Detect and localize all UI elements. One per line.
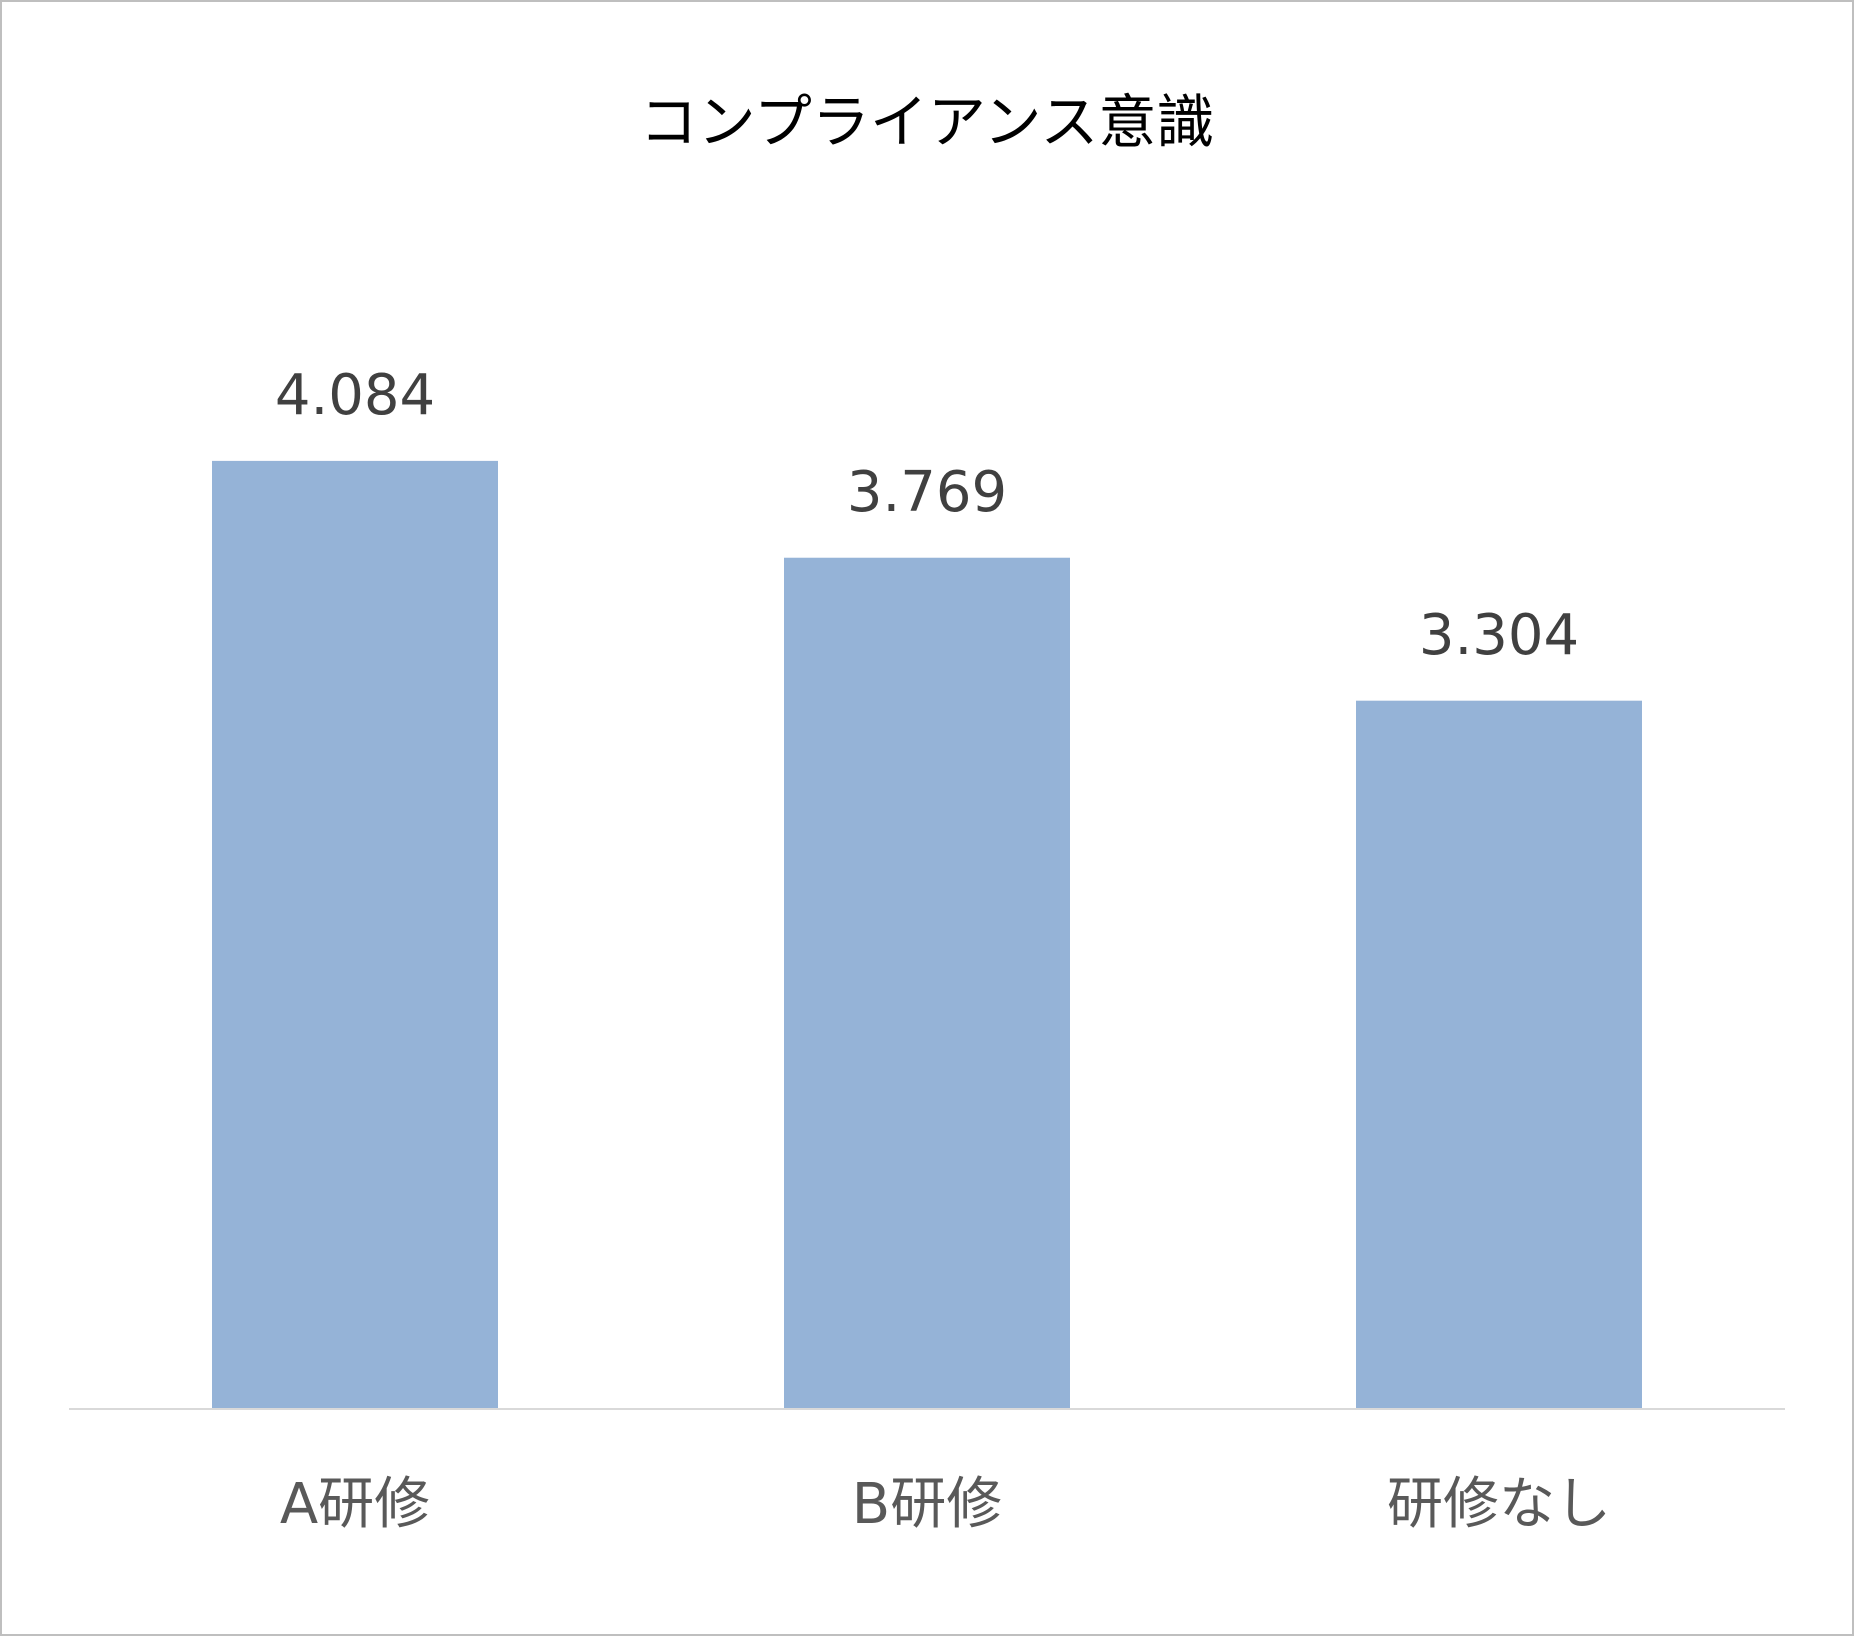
x-tick-label: 研修なし <box>1387 1472 1611 1537</box>
bar <box>212 460 498 1410</box>
bar <box>1356 700 1642 1409</box>
value-label: 3.769 <box>847 460 1007 525</box>
bar <box>784 557 1070 1409</box>
value-label: 3.304 <box>1419 603 1579 668</box>
x-tick-label: A研修 <box>280 1472 430 1537</box>
value-label: 4.084 <box>275 363 435 428</box>
x-tick-label: B研修 <box>852 1472 1002 1537</box>
chart-title: コンプライアンス意識 <box>640 88 1215 156</box>
